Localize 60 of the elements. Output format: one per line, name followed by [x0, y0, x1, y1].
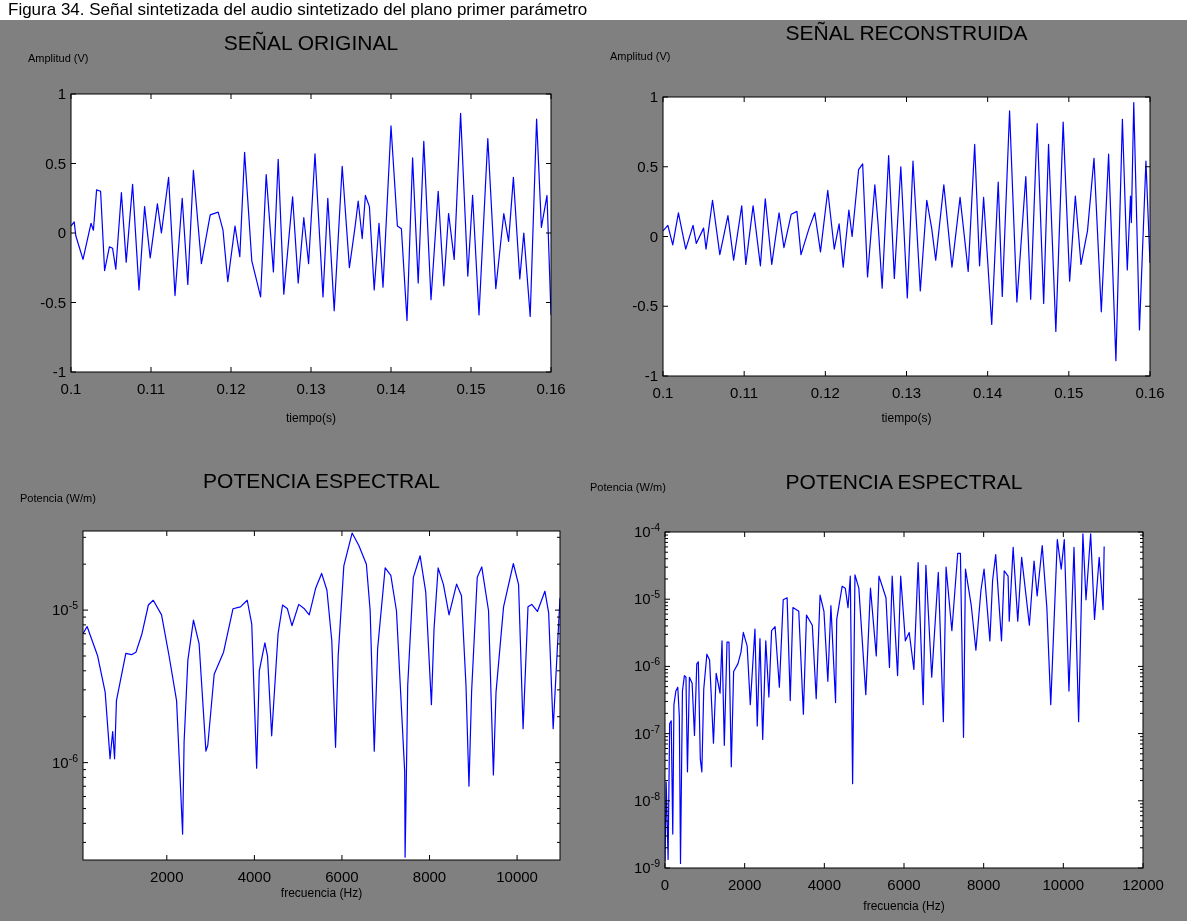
x-tick-label: 6000	[887, 876, 921, 893]
y-tick-label: 0.5	[637, 157, 658, 175]
x-tick-label: 0.1	[652, 384, 674, 401]
line-series	[663, 101, 1150, 362]
y-tick-label: 10$^{-5}$	[633, 588, 661, 608]
y-tick-label: 10$^{-4}$	[633, 521, 661, 540]
chart-title: POTENCIA ESPECTRAL	[203, 469, 440, 492]
x-tick-label: 0.15	[456, 380, 486, 397]
x-tick-label: 0.1	[60, 380, 82, 397]
x-tick-label: 10000	[1042, 876, 1085, 893]
y-tick-label: -0.5	[40, 293, 66, 311]
x-tick-label: 4000	[237, 868, 272, 885]
x-axis-title: tiempo(s)	[881, 411, 932, 425]
x-axis-title: frecuencia (Hz)	[863, 899, 945, 913]
y-tick-label: 10$^{-6}$	[51, 751, 79, 771]
line-series	[665, 533, 1105, 865]
x-axis-title: tiempo(s)	[285, 411, 337, 425]
y-tick-label: 10$^{-8}$	[633, 789, 661, 809]
y-tick-label: -1	[644, 367, 658, 384]
x-tick-label: 12000	[1122, 876, 1164, 893]
line-series	[71, 112, 551, 322]
y-tick-label: -1	[52, 363, 66, 380]
x-tick-label: 0.13	[296, 380, 326, 397]
x-tick-label: 10000	[496, 868, 538, 885]
y-tick-label: 0	[649, 227, 658, 245]
y-tick-label: 0.5	[45, 154, 66, 172]
x-tick-label: 0.16	[536, 380, 566, 397]
y-tick-label: 0	[57, 224, 66, 241]
text: Figura 34. Señal sintetizada del audio sintetizado del plano primer parámetro	[8, 0, 588, 19]
y-tick-label: 10$^{-9}$	[633, 857, 661, 876]
x-tick-label: 0.11	[136, 380, 166, 397]
y-tick-label: 10$^{-6}$	[633, 655, 661, 675]
line-series	[83, 532, 560, 858]
x-tick-label: 6000	[325, 868, 359, 885]
x-tick-label: 0.11	[730, 384, 759, 401]
x-tick-label: 0.16	[1135, 384, 1165, 401]
x-axis-title: frecuencia (Hz)	[280, 886, 363, 900]
x-tick-label: 8000	[966, 876, 1001, 893]
x-tick-label: 0.12	[810, 384, 840, 401]
y-axis-title: Potencia (W/m)	[20, 492, 96, 504]
y-tick-label: -0.5	[632, 297, 658, 315]
y-tick-label: 10$^{-7}$	[633, 722, 661, 742]
y-axis-title: Potencia (W/m)	[590, 481, 666, 493]
x-tick-label: 0.15	[1054, 384, 1084, 401]
x-tick-label: 0.14	[973, 384, 1003, 401]
y-tick-label: 10$^{-5}$	[51, 599, 79, 619]
x-tick-label: 2000	[727, 876, 762, 893]
x-tick-label: 0.13	[891, 384, 922, 401]
x-tick-label: 8000	[412, 868, 447, 885]
x-tick-label: 0.14	[376, 380, 406, 397]
y-axis-title: Amplitud (V)	[610, 50, 671, 62]
x-tick-label: 0.12	[216, 380, 246, 397]
x-tick-label: 2000	[150, 868, 184, 885]
y-tick-label: 1	[649, 88, 658, 105]
x-tick-label: 4000	[807, 876, 842, 893]
chart-title: SEÑAL RECONSTRUIDA	[785, 21, 1028, 44]
chart-title: POTENCIA ESPECTRAL	[785, 470, 1023, 493]
chart-title: SEÑAL ORIGINAL	[223, 31, 399, 54]
y-tick-label: 1	[57, 85, 66, 102]
y-axis-title: Amplitud (V)	[28, 52, 89, 64]
